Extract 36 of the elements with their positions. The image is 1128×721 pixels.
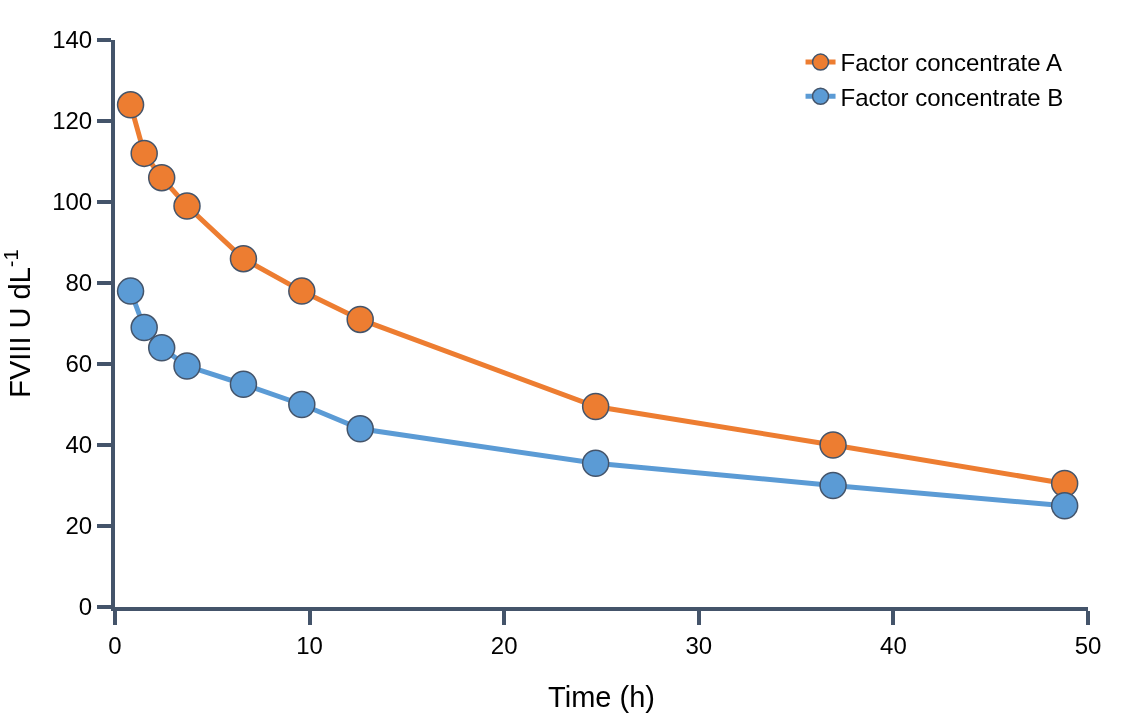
point (819, 431, 847, 459)
y-tick-label: 100 (52, 188, 93, 216)
point (288, 390, 316, 419)
x-axis-title: Time (h) (548, 681, 655, 714)
x-tick-label: 10 (296, 631, 323, 659)
point (288, 277, 316, 305)
point (346, 305, 374, 334)
x-tick-label: 30 (685, 631, 713, 659)
y-tick-label: 20 (65, 512, 93, 540)
point (130, 313, 158, 342)
point (581, 449, 610, 477)
point (581, 392, 610, 421)
point (173, 192, 201, 220)
y-tick-label: 40 (65, 431, 93, 459)
point (147, 163, 176, 192)
point (819, 471, 847, 500)
y-tick-label: 140 (52, 26, 93, 54)
x-tick-label: 50 (1074, 631, 1102, 659)
y-tick-label: 0 (78, 593, 93, 621)
point (346, 415, 374, 443)
x-tick-label: 0 (108, 631, 122, 659)
x-tick-label: 20 (490, 631, 518, 659)
point (116, 277, 145, 305)
point (229, 244, 258, 273)
point (229, 370, 258, 398)
y-tick-label: 80 (65, 269, 93, 297)
x-tick-label: 40 (880, 631, 907, 659)
point (147, 334, 176, 362)
y-tick-label: 120 (52, 107, 93, 135)
y-tick-label: 60 (65, 350, 93, 378)
point (116, 91, 145, 119)
point (130, 139, 158, 168)
legend-label: Factor concentrate A (840, 49, 1062, 77)
point (173, 352, 201, 380)
legend-label: Factor concentrate B (840, 83, 1064, 111)
point (1050, 492, 1079, 520)
